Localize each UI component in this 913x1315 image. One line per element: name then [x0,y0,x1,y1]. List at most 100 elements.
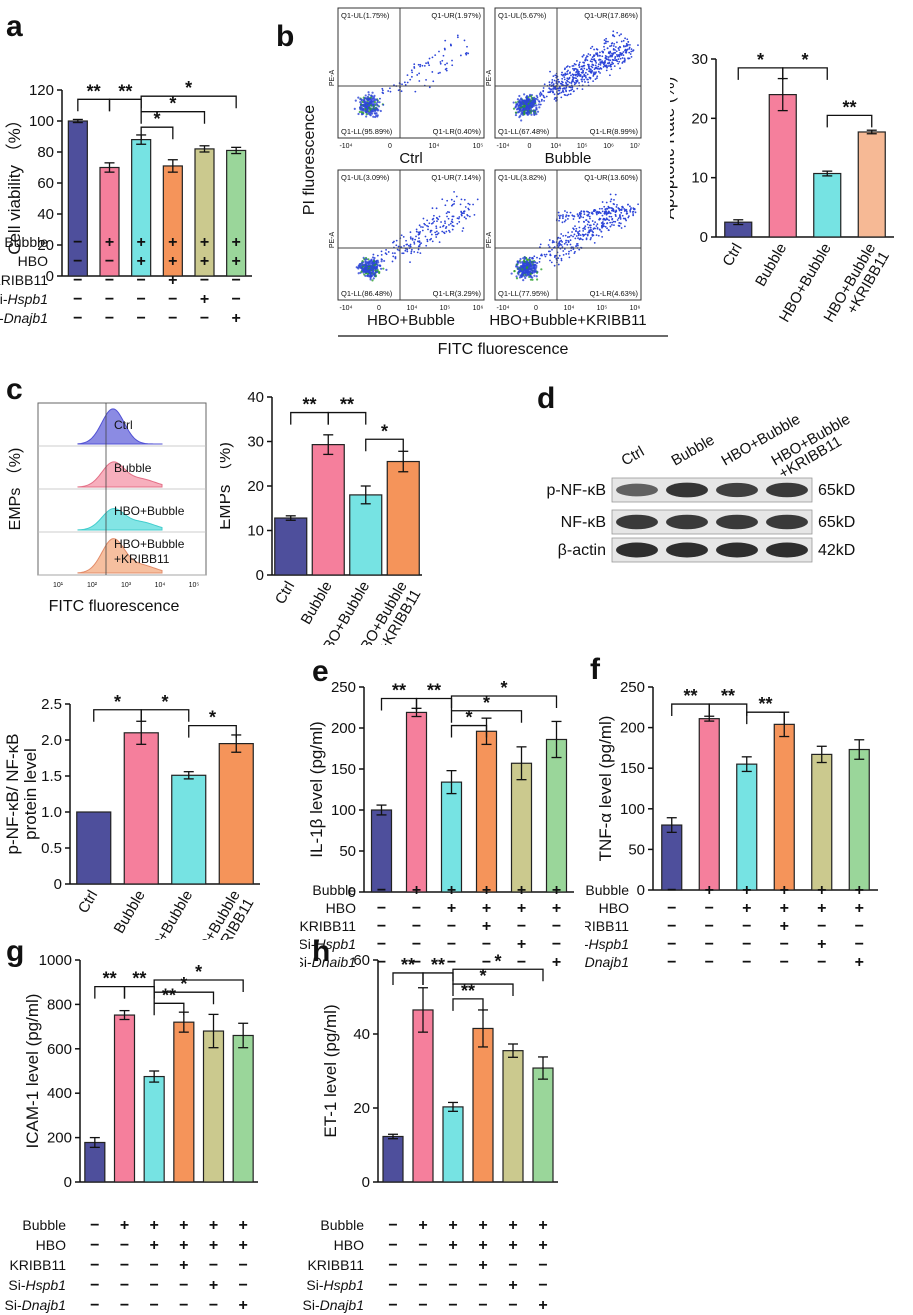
event-dot [430,233,433,236]
event-dot [593,209,596,211]
event-dot [607,229,610,232]
event-dot [580,210,583,213]
event-dot [461,230,464,232]
event-dot [586,78,589,81]
bar [382,1135,404,1183]
dotplot-caption: HBO+Bubble+KRIBB11 [489,312,646,329]
plus-sign: + [238,1217,247,1234]
blot-band [716,542,758,558]
event-dot [591,70,594,72]
event-dot [460,213,463,216]
event-dot [554,87,557,90]
plus-sign: + [179,1257,188,1274]
plus-sign: + [179,1237,188,1254]
y-tick-label: 30 [691,51,708,68]
event-dot [444,39,447,42]
event-dot [553,256,556,258]
event-dot [615,50,618,53]
plus-sign: + [448,1237,457,1254]
event-dot [629,43,631,46]
event-dot [606,222,608,225]
event-dot [632,49,635,52]
event-dot [364,108,367,111]
bar [440,781,463,893]
pe-axis-label: PE-A [486,232,493,249]
event-dot [624,48,627,51]
event-dot [619,57,622,60]
significance-label: ** [842,97,856,117]
event-dot [371,91,374,94]
event-dot [625,42,628,45]
event-dot [372,259,376,263]
event-dot [562,89,564,92]
minus-sign: − [705,900,714,917]
event-dot [366,104,369,108]
event-dot [623,210,626,212]
event-dot [603,39,606,41]
event-dot [566,243,569,246]
quadrant-ur-label: Q1-UR(7.14%) [431,173,481,182]
y-tick-label: 250 [331,679,356,696]
event-dot [567,252,570,255]
event-dot [413,66,416,68]
event-dot [522,279,525,282]
event-dot [438,50,440,53]
y-tick-label: 80 [37,144,54,161]
event-dot [585,68,588,71]
event-dot [467,52,470,55]
event-dot [532,99,534,102]
treatment-label: Si-Dnajb1 [585,954,629,970]
minus-sign: − [73,272,82,289]
event-dot [625,208,627,211]
event-dot [361,100,364,104]
event-dot [629,53,632,55]
event-dot [543,253,546,256]
event-dot [371,279,374,282]
bar-chart-nfkb-ratio: 0 0.5 1.0 1.5 2.0 2.5 p-NF-κB/ NF-κBprotein le… [3,692,260,940]
event-dot [539,243,542,246]
event-dot [410,248,413,251]
event-dot [582,70,584,73]
event-dot [394,252,396,255]
event-dot [605,37,608,40]
event-dot [586,214,589,217]
event-dot [519,261,522,264]
treatment-label: KRIBB11 [300,918,356,934]
event-dot [562,214,564,216]
event-dot [354,99,357,102]
event-dot [593,48,595,51]
minus-sign: − [742,954,751,971]
event-dot [612,59,615,61]
event-dot [522,257,525,260]
event-dot [578,66,581,68]
event-dot [577,220,580,223]
minus-sign: − [105,310,114,327]
dotplot-frame [494,7,642,139]
event-dot [427,228,429,231]
event-dot [413,242,416,245]
event-dot [608,215,611,218]
event-dot [459,203,462,206]
event-dot [587,81,590,84]
event-dot [534,100,537,104]
event-dot [519,268,522,272]
event-dot [572,218,575,220]
event-dot [614,46,617,48]
event-dot [425,78,427,81]
event-dot [567,241,570,244]
quadrant-lr-label: Q1-LR(4.63%) [590,289,639,298]
event-dot [400,234,403,237]
event-dot [439,71,441,74]
protein-label: p-NF-κB [546,482,606,499]
event-dot [628,47,631,50]
event-dot [584,81,586,83]
protein-label: β-actin [558,542,606,559]
event-dot [528,260,531,262]
event-dot [417,248,420,251]
event-dot [609,51,612,54]
treatment-label: Si-Dnajb1 [5,1297,67,1313]
event-dot [565,87,568,89]
event-dot [565,215,567,218]
event-dot [575,243,578,245]
event-dot [627,203,629,206]
